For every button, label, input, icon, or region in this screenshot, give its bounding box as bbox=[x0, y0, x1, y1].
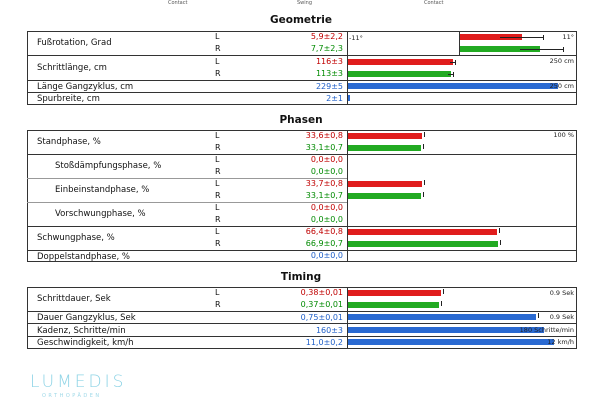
value-gangzyklus: 229±5 bbox=[315, 82, 343, 91]
lumedis-logo-sub: ORTHOPÄDEN bbox=[42, 393, 102, 399]
value-kadenz: 160±3 bbox=[315, 326, 343, 335]
bar-dauer-gangzyklus bbox=[348, 314, 536, 320]
value-standphase-L: 33,6±0,8 bbox=[305, 131, 343, 140]
side-L: L bbox=[215, 227, 220, 236]
side-R: R bbox=[215, 44, 221, 53]
side-R: R bbox=[215, 191, 221, 200]
value-fuss-R: 7,7±2,3 bbox=[310, 44, 343, 53]
bar-einbein-L bbox=[348, 181, 422, 187]
row-label-fussrotation: Fußrotation, Grad bbox=[37, 38, 112, 48]
side-L: L bbox=[215, 131, 220, 140]
value-schrittdauer-R: 0,37±0,01 bbox=[300, 300, 343, 309]
value-vorschwung-L: 0,0±0,0 bbox=[310, 203, 343, 212]
bar-schrittlaenge-L bbox=[348, 59, 453, 65]
side-L: L bbox=[215, 203, 220, 212]
side-R: R bbox=[215, 143, 221, 152]
side-L: L bbox=[215, 32, 220, 41]
top-label-contact-left: Contact bbox=[168, 0, 188, 6]
geometrie-divider bbox=[347, 31, 348, 105]
bar-schwung-R bbox=[348, 241, 498, 247]
value-stoss-L: 0,0±0,0 bbox=[310, 155, 343, 164]
row-label-spurbreite: Spurbreite, cm bbox=[37, 94, 100, 104]
bar-schrittlaenge-R bbox=[348, 71, 451, 77]
scale-geschw: 12 km/h bbox=[547, 338, 574, 346]
section-title-timing: Timing bbox=[280, 271, 322, 283]
value-geschwindigkeit: 11,0±0,2 bbox=[305, 338, 343, 347]
row-label-kadenz: Kadenz, Schritte/min bbox=[37, 326, 126, 336]
bar-spurbreite bbox=[348, 95, 350, 101]
value-dauer-gangzyklus: 0,75±0,01 bbox=[300, 313, 343, 322]
bar-schrittdauer-L bbox=[348, 290, 441, 296]
value-schrittlaenge-L: 116±3 bbox=[315, 57, 343, 66]
bar-gangzyklus bbox=[348, 83, 558, 89]
row-label-geschwindigkeit: Geschwindigkeit, km/h bbox=[37, 338, 134, 348]
section-title-phasen: Phasen bbox=[279, 114, 323, 126]
value-spurbreite: 2±1 bbox=[326, 94, 343, 103]
side-L: L bbox=[215, 57, 220, 66]
value-fuss-L: 5,9±2,2 bbox=[310, 32, 343, 41]
top-label-swing: Swing bbox=[297, 0, 312, 6]
bar-geschwindigkeit bbox=[348, 339, 554, 345]
phasen-table bbox=[27, 130, 577, 262]
value-standphase-R: 33,1±0,7 bbox=[305, 143, 343, 152]
lumedis-logo: LUMEDIS bbox=[30, 372, 127, 392]
value-einbein-R: 33,1±0,7 bbox=[305, 191, 343, 200]
timing-table bbox=[27, 287, 577, 349]
scale-dauer-1: 0.9 Sek bbox=[549, 289, 574, 297]
scale-fuss-max: 11° bbox=[562, 33, 574, 41]
bar-einbein-R bbox=[348, 193, 421, 199]
bar-schwung-L bbox=[348, 229, 497, 235]
value-einbein-L: 33,7±0,8 bbox=[305, 179, 343, 188]
bar-fuss-R bbox=[460, 46, 540, 52]
row-label-doppelstand: Doppelstandphase, % bbox=[37, 252, 131, 262]
section-title-geometrie: Geometrie bbox=[270, 14, 332, 26]
row-label-stossdaempfung: Stoßdämpfungsphase, % bbox=[55, 161, 162, 171]
row-label-standphase: Standphase, % bbox=[37, 137, 101, 147]
row-label-schrittlaenge: Schrittlänge, cm bbox=[37, 63, 107, 73]
side-R: R bbox=[215, 215, 221, 224]
scale-fuss-min: -11° bbox=[349, 34, 363, 42]
row-label-dauer-gangzyklus: Dauer Gangzyklus, Sek bbox=[37, 313, 136, 323]
scale-dauer-2: 0.9 Sek bbox=[549, 313, 574, 321]
value-vorschwung-R: 0,0±0,0 bbox=[310, 215, 343, 224]
scale-phase: 100 % bbox=[553, 131, 574, 139]
side-L: L bbox=[215, 155, 220, 164]
top-label-contact-right: Contact bbox=[424, 0, 444, 6]
geometrie-table bbox=[27, 31, 577, 105]
bar-standphase-L bbox=[348, 133, 422, 139]
bar-standphase-R bbox=[348, 145, 421, 151]
scale-gang: 250 cm bbox=[549, 82, 574, 90]
side-R: R bbox=[215, 239, 221, 248]
row-label-vorschwung: Vorschwungphase, % bbox=[55, 209, 146, 219]
scale-kadenz: 180 Schritte/min bbox=[519, 326, 574, 334]
row-label-einbeinstand: Einbeinstandphase, % bbox=[55, 185, 150, 195]
value-schwung-L: 66,4±0,8 bbox=[305, 227, 343, 236]
scale-schritt: 250 cm bbox=[549, 57, 574, 65]
row-label-gangzyklus: Länge Gangzyklus, cm bbox=[37, 82, 134, 92]
bar-schrittdauer-R bbox=[348, 302, 439, 308]
value-schwung-R: 66,9±0,7 bbox=[305, 239, 343, 248]
side-L: L bbox=[215, 288, 220, 297]
side-L: L bbox=[215, 179, 220, 188]
side-R: R bbox=[215, 167, 221, 176]
bar-kadenz bbox=[348, 327, 544, 333]
side-R: R bbox=[215, 300, 221, 309]
side-R: R bbox=[215, 69, 221, 78]
value-stoss-R: 0,0±0,0 bbox=[310, 167, 343, 176]
row-label-schwungphase: Schwungphase, % bbox=[37, 233, 115, 243]
value-doppelstand: 0,0±0,0 bbox=[310, 251, 343, 260]
value-schrittdauer-L: 0,38±0,01 bbox=[300, 288, 343, 297]
row-label-schrittdauer: Schrittdauer, Sek bbox=[37, 294, 111, 304]
bar-fuss-L bbox=[460, 34, 522, 40]
value-schrittlaenge-R: 113±3 bbox=[315, 69, 343, 78]
